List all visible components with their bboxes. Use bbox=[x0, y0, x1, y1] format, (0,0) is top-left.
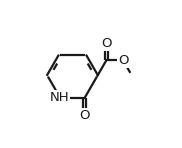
Text: O: O bbox=[80, 109, 90, 122]
Text: O: O bbox=[118, 54, 129, 67]
Text: NH: NH bbox=[50, 91, 69, 104]
Text: O: O bbox=[101, 37, 112, 50]
